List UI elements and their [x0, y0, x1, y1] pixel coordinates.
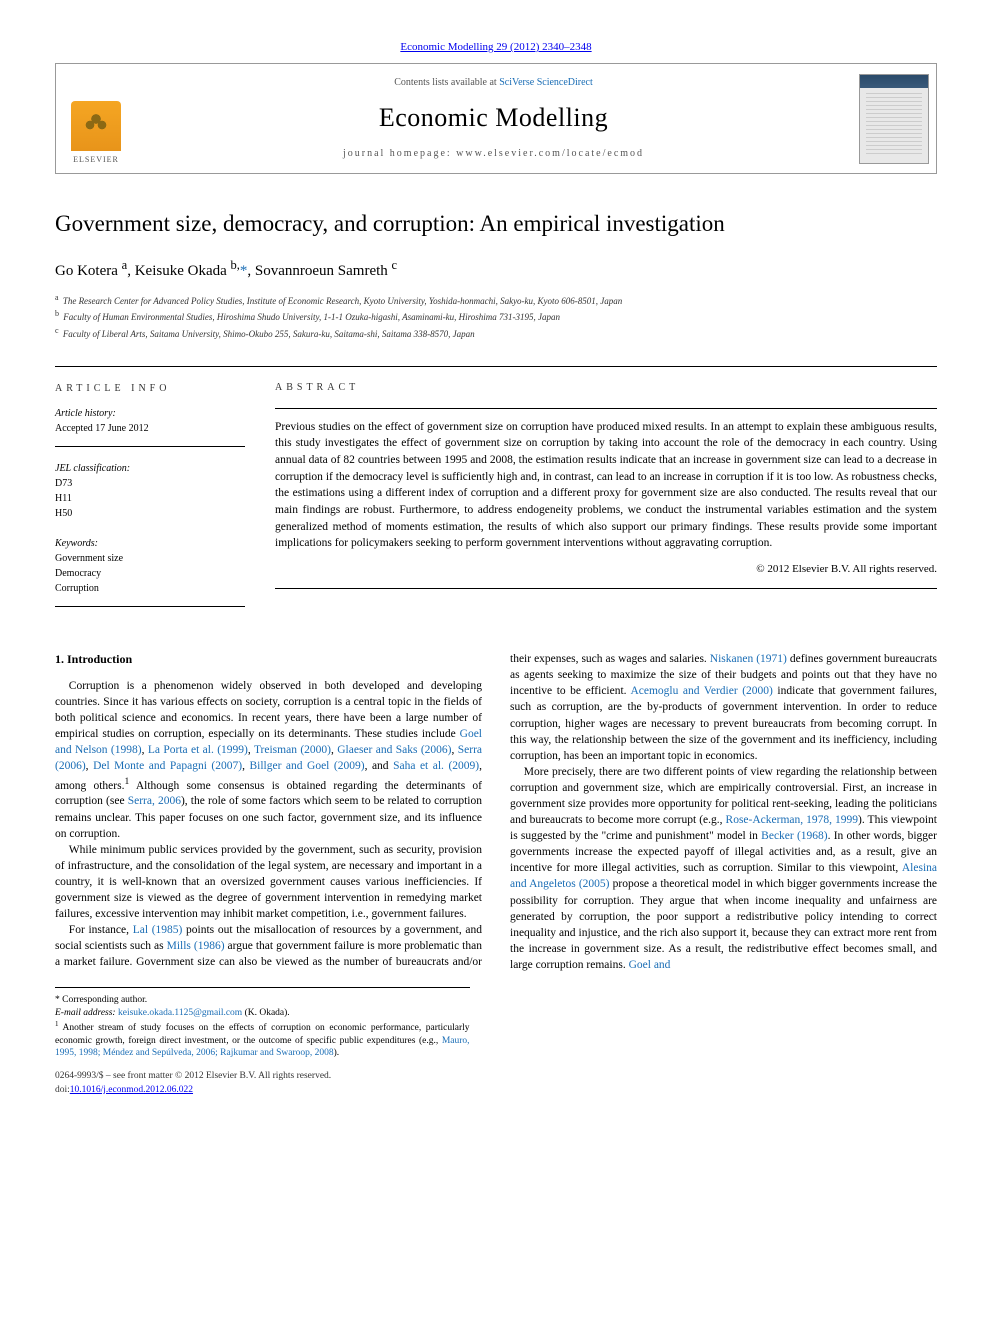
header-center: Contents lists available at SciVerse Sci… — [136, 64, 851, 172]
footnotes: * Corresponding author. E-mail address: … — [55, 987, 470, 1060]
doi-link[interactable]: 10.1016/j.econmod.2012.06.022 — [70, 1085, 193, 1095]
homepage-prefix: journal homepage: — [343, 148, 456, 159]
aff-sup: c — [55, 326, 59, 335]
abstract-text: Previous studies on the effect of govern… — [275, 419, 937, 552]
journal-cover-thumb — [859, 74, 929, 164]
abstract-block: ABSTRACT Previous studies on the effect … — [275, 381, 937, 621]
meta-row: ARTICLE INFO Article history: Accepted 1… — [55, 366, 937, 621]
front-matter: 0264-9993/$ – see front matter © 2012 El… — [55, 1070, 937, 1083]
history-block: Article history: Accepted 17 June 2012 — [55, 406, 245, 447]
jel-val: H50 — [55, 506, 245, 521]
history-label: Article history: — [55, 406, 245, 421]
email-link[interactable]: keisuke.okada.1125@gmail.com — [118, 1008, 242, 1018]
body-columns: 1. Introduction Corruption is a phenomen… — [55, 651, 937, 973]
jel-val: H11 — [55, 491, 245, 506]
aff-text: Faculty of Human Environmental Studies, … — [63, 312, 560, 322]
keywords-label: Keywords: — [55, 536, 245, 551]
jel-label: JEL classification: — [55, 461, 245, 476]
keyword: Democracy — [55, 566, 245, 581]
footnote-1-text: Another stream of study focuses on the e… — [55, 1023, 470, 1059]
email-line: E-mail address: keisuke.okada.1125@gmail… — [55, 1007, 470, 1020]
jel-block: JEL classification: D73 H11 H50 Keywords… — [55, 461, 245, 607]
elsevier-tree-icon — [71, 101, 121, 151]
journal-ref-link[interactable]: Economic Modelling 29 (2012) 2340–2348 — [400, 41, 591, 53]
journal-header: ELSEVIER Contents lists available at Sci… — [55, 63, 937, 173]
homepage-line: journal homepage: www.elsevier.com/locat… — [136, 147, 851, 161]
keyword: Government size — [55, 551, 245, 566]
journal-name: Economic Modelling — [136, 100, 851, 136]
bottom-meta: 0264-9993/$ – see front matter © 2012 El… — [55, 1070, 937, 1097]
publisher-name: ELSEVIER — [73, 154, 119, 165]
authors-line: Go Kotera a, Keisuke Okada b,*, Sovannro… — [55, 257, 937, 282]
history-value: Accepted 17 June 2012 — [55, 421, 245, 436]
contents-prefix: Contents lists available at — [394, 77, 499, 88]
sciencedirect-link[interactable]: SciVerse ScienceDirect — [499, 77, 593, 88]
affiliations: a The Research Center for Advanced Polic… — [55, 292, 937, 342]
aff-text: The Research Center for Advanced Policy … — [63, 296, 622, 306]
aff-text: Faculty of Liberal Arts, Saitama Univers… — [63, 329, 475, 339]
abstract-heading: ABSTRACT — [275, 381, 937, 409]
paragraph-4: More precisely, there are two different … — [510, 764, 937, 973]
doi-line: doi:10.1016/j.econmod.2012.06.022 — [55, 1084, 937, 1097]
keyword: Corruption — [55, 581, 245, 596]
publisher-cell: ELSEVIER — [56, 64, 136, 172]
aff-sup: a — [55, 293, 59, 302]
abstract-copyright: © 2012 Elsevier B.V. All rights reserved… — [275, 562, 937, 578]
affiliation-a: a The Research Center for Advanced Polic… — [55, 292, 937, 309]
paragraph-1: Corruption is a phenomenon widely observ… — [55, 678, 482, 842]
footnote-1: 1 Another stream of study focuses on the… — [55, 1020, 470, 1061]
doi-label: doi: — [55, 1085, 70, 1095]
article-title: Government size, democracy, and corrupti… — [55, 209, 937, 239]
article-info-heading: ARTICLE INFO — [55, 381, 245, 396]
jel-val: D73 — [55, 476, 245, 491]
aff-sup: b — [55, 309, 59, 318]
corresponding-author: * Corresponding author. — [55, 994, 470, 1007]
paragraph-2: While minimum public services provided b… — [55, 842, 482, 922]
affiliation-b: b Faculty of Human Environmental Studies… — [55, 308, 937, 325]
article-info: ARTICLE INFO Article history: Accepted 1… — [55, 381, 245, 621]
journal-reference: Economic Modelling 29 (2012) 2340–2348 — [55, 40, 937, 55]
cover-cell — [851, 64, 936, 172]
section-1-heading: 1. Introduction — [55, 651, 482, 668]
affiliation-c: c Faculty of Liberal Arts, Saitama Unive… — [55, 325, 937, 342]
email-suffix: (K. Okada). — [245, 1008, 290, 1018]
homepage-url: www.elsevier.com/locate/ecmod — [456, 148, 644, 159]
email-label: E-mail address: — [55, 1008, 116, 1018]
contents-line: Contents lists available at SciVerse Sci… — [136, 76, 851, 90]
elsevier-logo: ELSEVIER — [66, 95, 126, 165]
